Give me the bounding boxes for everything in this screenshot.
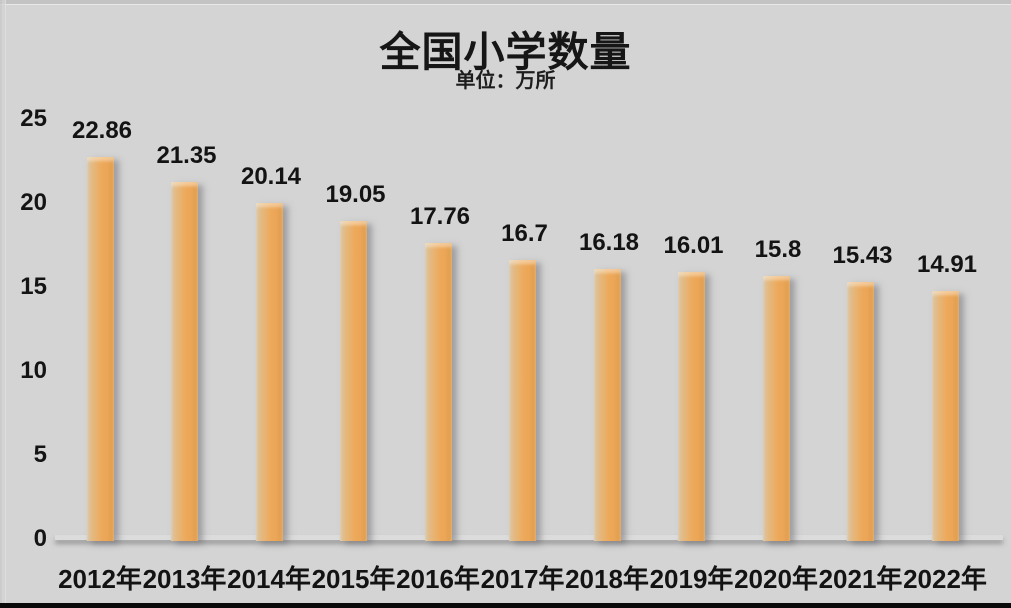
y-tick-label: 20 (20, 189, 47, 216)
x-tick-label: 2020年 (734, 564, 818, 594)
bar (931, 290, 959, 541)
x-tick-label: 2015年 (311, 564, 396, 594)
bar-value-label: 14.91 (916, 250, 978, 278)
bar (171, 182, 198, 541)
bar (86, 156, 114, 541)
bar (678, 272, 705, 541)
x-tick-label: 2018年 (565, 564, 649, 594)
bar-value-label: 16.7 (501, 220, 548, 248)
bar (593, 269, 621, 541)
bar-value-label: 17.76 (409, 202, 471, 230)
bar (509, 260, 536, 541)
y-tick-label: 15 (20, 273, 47, 300)
y-tick-label: 25 (20, 105, 47, 132)
x-tick-label: 2017年 (480, 564, 565, 594)
window-bottom-frame (0, 603, 1011, 608)
x-tick-label: 2016年 (396, 564, 480, 594)
bar (847, 281, 874, 541)
bar (340, 220, 367, 541)
x-tick-label: 2019年 (649, 564, 734, 594)
chart-title: 全国小学数量 (379, 29, 632, 75)
x-tick-label: 2013年 (142, 564, 227, 594)
bar (424, 242, 452, 541)
bar-value-label: 22.86 (71, 116, 133, 144)
window-top-bevel (0, 0, 1011, 5)
y-tick-label: 5 (33, 441, 47, 468)
bar-value-label: 15.8 (754, 235, 802, 263)
bar-value-label: 21.35 (156, 142, 217, 170)
x-tick-label: 2021年 (818, 564, 903, 594)
x-tick-label: 2014年 (227, 564, 311, 594)
y-tick-label: 0 (33, 525, 47, 552)
bar-value-label: 20.14 (240, 162, 302, 190)
chart-subtitle: 单位：万所 (455, 70, 556, 92)
bar-value-label: 19.05 (325, 180, 386, 208)
y-tick-label: 10 (20, 357, 47, 384)
bar (762, 275, 790, 541)
x-tick-label: 2012年 (58, 564, 142, 594)
bar-value-label: 15.43 (832, 241, 893, 269)
window-left-bevel (0, 0, 6, 608)
bar-value-label: 16.18 (578, 229, 640, 257)
bar (255, 202, 283, 541)
x-tick-label: 2022年 (903, 564, 987, 594)
bar-value-label: 16.01 (663, 232, 724, 260)
